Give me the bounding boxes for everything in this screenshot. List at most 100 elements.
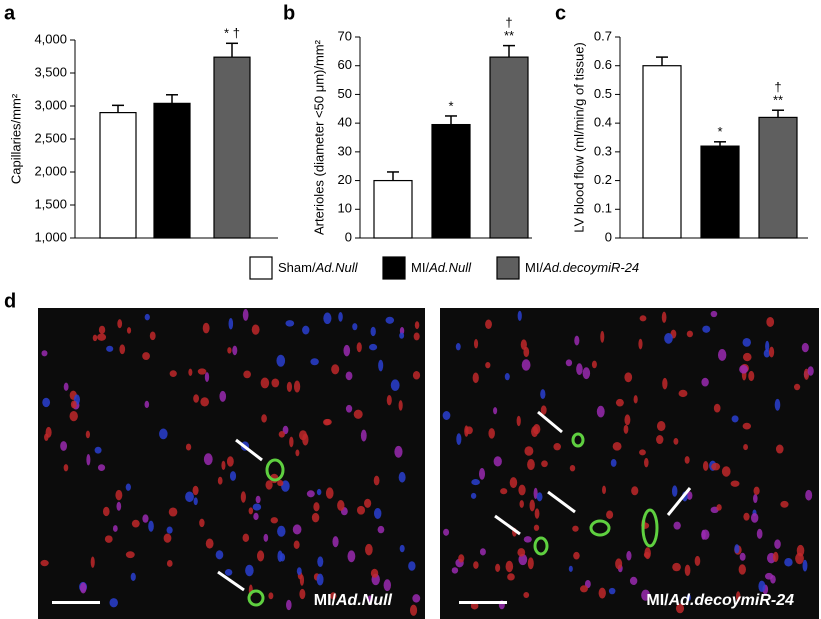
annotation: † [774,80,781,95]
cell [678,389,688,398]
cell [85,430,91,439]
cell [413,332,420,341]
cell [243,370,251,379]
cell [631,486,639,496]
cell [338,312,343,322]
cell [518,553,528,566]
cell [45,426,52,438]
cell [524,446,534,456]
cell [205,538,214,549]
cell [193,394,200,403]
cell [398,471,406,483]
cell [399,332,405,339]
cell [633,395,638,404]
cell [232,345,238,356]
cell [574,335,580,346]
cell [470,492,477,499]
cell [126,327,132,334]
cell [455,342,461,351]
cell [485,319,492,330]
cell [485,361,491,369]
cell [532,423,541,435]
cell [168,507,178,517]
cell [702,325,711,333]
cell [479,548,486,556]
cell [748,370,755,382]
y-tick-label: 0 [605,229,612,244]
y-tick-label: 0.7 [594,28,612,43]
cell [200,397,210,407]
cell [86,454,91,466]
cell [442,411,451,420]
cell [711,462,721,471]
cell [163,533,172,543]
cell [343,344,351,357]
cell [293,540,300,550]
cell [286,381,293,393]
bar [153,102,191,239]
cell [414,321,420,330]
cell [142,352,150,360]
cell [311,512,320,523]
cell [125,483,131,491]
cell [523,536,532,543]
arrows [217,410,692,592]
cell [185,443,192,451]
y-tick-label: 0.1 [594,201,612,216]
cell [742,337,751,347]
cell [734,544,740,554]
cell [347,550,356,563]
legend-label: MI/Ad.decoymiR-24 [525,260,639,275]
cell [775,444,784,454]
cell [268,592,274,600]
cell [701,529,710,540]
cell [686,491,693,500]
cell [684,456,690,464]
cell [735,591,741,602]
cell [125,551,135,559]
vessel [571,432,585,448]
cell [774,539,781,549]
cell [295,449,300,457]
cell [412,370,421,380]
cell [493,407,498,415]
cell [144,313,150,321]
annotation: * [448,98,453,113]
cell [130,572,136,581]
cell [90,556,95,568]
cell [473,561,479,569]
cell [276,354,286,367]
cell [106,345,114,352]
cell [686,330,694,338]
cell [540,389,546,400]
cell [591,360,597,369]
cell [306,490,315,498]
cell [516,415,521,427]
cell [656,435,664,445]
cell [758,580,766,592]
cell [394,445,403,458]
cell [598,587,606,599]
cell [229,471,237,481]
cell [523,346,530,358]
cell [257,550,265,562]
cell [131,519,140,528]
vessel [533,536,549,556]
cell [772,551,779,563]
cell [765,340,770,352]
y-tick-label: 0.3 [594,143,612,158]
cell [710,310,718,318]
cell [573,551,580,560]
cell [369,343,378,351]
y-tick-label: 3,500 [34,64,67,79]
cell [717,349,727,361]
cell [527,458,535,471]
cell [390,379,400,391]
cell [148,520,154,532]
cell [310,358,319,366]
cell [675,603,685,614]
legend-swatch [496,256,520,280]
cell [540,405,547,415]
cell [716,504,722,511]
